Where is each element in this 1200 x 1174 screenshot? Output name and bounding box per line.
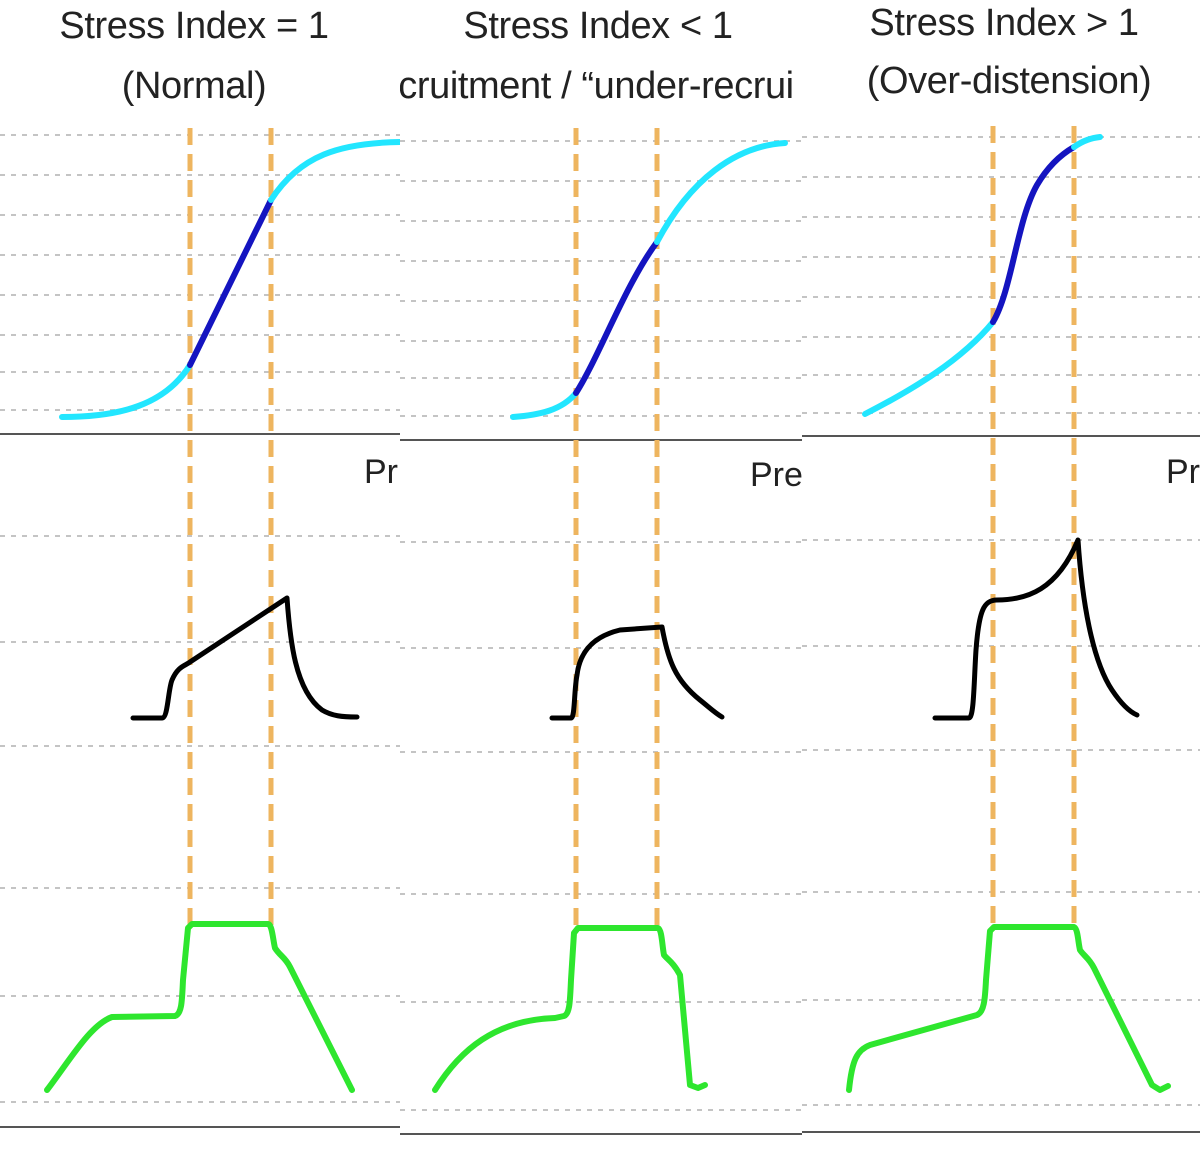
pv-curve-upper-segment [654,140,788,245]
panel-subtitle: (Over-distension) [866,60,1152,102]
pv-curve-lower-segment [59,362,193,420]
gridlines [0,134,400,1103]
pv-curve-upper-segment [1071,134,1103,150]
flow-trace [44,921,355,1093]
panel-normal: Stress Index = 1 (Normal) Pr [0,0,400,1174]
pressure-trace [549,624,725,721]
pv-curve-middle-segment [990,144,1077,325]
panel-title: Stress Index = 1 [59,5,329,47]
pressure-axis-label: Pr [364,453,398,491]
panel-over-distension-graphic [802,126,1200,1133]
flow-trace [846,924,1171,1093]
pv-curve-lower-segment [862,319,996,417]
pressure-axis-label: Pre [750,456,802,494]
gridlines [802,136,1200,1106]
panel-under-recruitment: Stress Index < 1 cruitment / “under-recr… [400,0,802,1174]
pv-curve-middle-segment [187,197,274,368]
panel-subtitle: cruitment / “under-recrui [400,65,794,107]
panel-under-recruitment-graphic [400,128,802,1135]
pressure-trace [932,537,1140,721]
pv-curve-lower-segment [510,390,579,420]
panel-subtitle: (Normal) [121,65,267,107]
pressure-axis-label: Pr [1166,453,1200,491]
pv-curve-middle-segment [573,239,660,396]
pressure-trace [130,595,360,721]
panel-over-distension: Stress Index > 1 (Over-distension) Pr [802,0,1200,1174]
pv-curve-upper-segment [268,139,400,203]
gridlines [400,140,802,1111]
panel-title: Stress Index < 1 [463,5,733,47]
flow-trace [432,925,708,1093]
panel-normal-graphic [0,128,400,1128]
panel-title: Stress Index > 1 [869,2,1139,44]
